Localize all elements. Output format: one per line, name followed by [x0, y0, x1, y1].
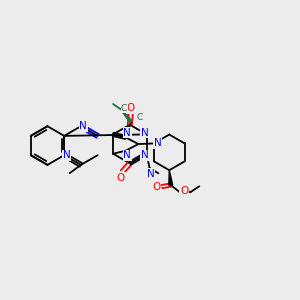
Text: N: N [124, 128, 131, 138]
Text: O: O [180, 186, 188, 196]
Text: O: O [127, 103, 135, 113]
Text: N: N [124, 151, 131, 160]
Polygon shape [169, 170, 173, 185]
Text: N: N [141, 151, 149, 160]
Text: N: N [63, 150, 70, 160]
Text: N: N [141, 128, 149, 138]
Text: C: C [121, 104, 127, 113]
Text: N: N [147, 169, 154, 179]
Text: N: N [154, 138, 162, 148]
Text: O: O [152, 182, 160, 192]
Text: O: O [117, 172, 125, 183]
Text: C: C [136, 113, 142, 122]
Text: N: N [80, 121, 87, 131]
